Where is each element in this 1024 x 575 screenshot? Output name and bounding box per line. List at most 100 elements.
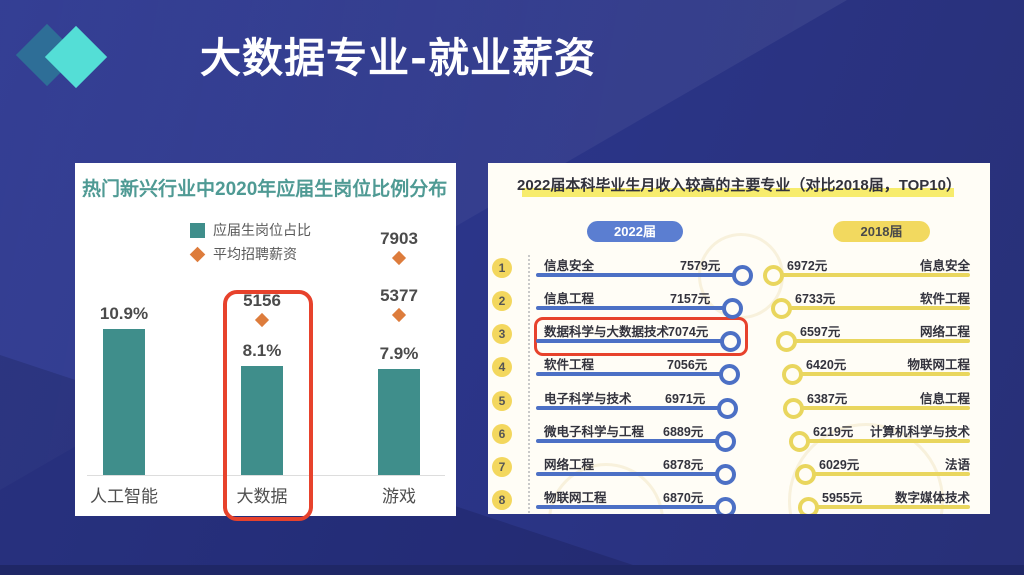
bar-2022 bbox=[536, 273, 742, 277]
bottom-strip bbox=[0, 565, 1024, 575]
major-label-2018: 信息工程 bbox=[919, 392, 970, 406]
legend-row-bars: 应届生岗位占比 bbox=[190, 218, 311, 242]
major-label-2022: 微电子科学与工程 bbox=[544, 425, 645, 439]
category-label: 游戏 bbox=[382, 487, 416, 506]
rank-badge: 7 bbox=[492, 457, 512, 477]
rank-badge: 3 bbox=[492, 324, 512, 344]
bar-endcap-2018-icon bbox=[776, 331, 797, 352]
page-title: 大数据专业-就业薪资 bbox=[200, 34, 597, 82]
value-label-2022: 6971元 bbox=[665, 392, 706, 406]
major-label-2022: 信息安全 bbox=[544, 259, 595, 273]
major-label-2022: 信息工程 bbox=[544, 292, 595, 306]
left-chart-legend: 应届生岗位占比 平均招聘薪资 bbox=[189, 218, 311, 266]
bar-endcap-2022-icon bbox=[720, 331, 741, 352]
salary-diamond-icon bbox=[391, 307, 407, 323]
category-label: 人工智能 bbox=[90, 487, 158, 506]
value-label-2018: 6597元 bbox=[800, 325, 841, 339]
value-label-2018: 6219元 bbox=[813, 425, 854, 439]
major-label-2022: 网络工程 bbox=[544, 458, 595, 472]
bar-endcap-2022-icon bbox=[717, 398, 738, 419]
legend-bar-label: 应届生岗位占比 bbox=[213, 222, 311, 238]
salary-label: 7903 bbox=[380, 229, 418, 248]
major-label-2018: 计算机科学与技术 bbox=[869, 425, 970, 439]
rank-badge: 6 bbox=[492, 424, 512, 444]
group-pill-2022: 2022届 bbox=[587, 221, 683, 242]
major-label-2018: 法语 bbox=[944, 458, 970, 472]
major-label-2018: 信息安全 bbox=[919, 259, 970, 273]
bar-endcap-2018-icon bbox=[795, 464, 816, 485]
value-label-2018: 6972元 bbox=[787, 259, 828, 273]
value-label-2022: 7579元 bbox=[680, 259, 721, 273]
bar-游戏 bbox=[378, 369, 420, 475]
category-label: 大数据 bbox=[236, 487, 288, 506]
rank-badge: 8 bbox=[492, 490, 512, 510]
bar-endcap-2022-icon bbox=[722, 298, 743, 319]
value-label-2018: 6387元 bbox=[807, 392, 848, 406]
legend-row-marker: 平均招聘薪资 bbox=[189, 242, 311, 266]
bar-2018 bbox=[786, 339, 970, 343]
title-highlight-underline bbox=[522, 188, 954, 197]
salary-diamond-icon bbox=[391, 250, 407, 266]
rank-badge: 5 bbox=[492, 391, 512, 411]
bar-endcap-2018-icon bbox=[782, 364, 803, 385]
bar-endcap-2022-icon bbox=[719, 364, 740, 385]
value-label-2018: 5955元 bbox=[822, 491, 863, 505]
major-label-2022: 数据科学与大数据技术 bbox=[544, 325, 670, 339]
bar-2018 bbox=[792, 372, 970, 376]
bar-人工智能 bbox=[103, 329, 145, 475]
bar-2022 bbox=[536, 505, 725, 509]
bar-2022 bbox=[536, 472, 725, 476]
percent-label: 8.1% bbox=[242, 341, 282, 360]
major-label-2022: 物联网工程 bbox=[544, 491, 607, 505]
bar-endcap-2018-icon bbox=[763, 265, 784, 286]
right-chart-title: 2022届本科毕业生月收入较高的主要专业（对比2018届，TOP10） bbox=[517, 177, 961, 194]
bar-endcap-2022-icon bbox=[715, 497, 736, 514]
left-chart-panel: 热门新兴行业中2020年应届生岗位比例分布 应届生岗位占比 平均招聘薪资 10.… bbox=[75, 163, 456, 521]
bar-2022 bbox=[536, 439, 725, 443]
bar-2018 bbox=[793, 406, 970, 410]
value-label-2022: 6870元 bbox=[663, 491, 704, 505]
bar-大数据 bbox=[241, 366, 283, 475]
major-label-2018: 软件工程 bbox=[919, 292, 970, 306]
major-label-2018: 物联网工程 bbox=[907, 358, 970, 372]
highlight-box-bigdata bbox=[223, 290, 313, 521]
value-label-2018: 6029元 bbox=[819, 458, 860, 472]
left-chart-title: 热门新兴行业中2020年应届生岗位比例分布 bbox=[82, 179, 448, 200]
bar-endcap-2018-icon bbox=[783, 398, 804, 419]
percent-label: 10.9% bbox=[99, 304, 149, 323]
bar-2022 bbox=[536, 339, 730, 343]
salary-label: 5156 bbox=[243, 291, 281, 310]
value-label-2022: 6889元 bbox=[663, 425, 704, 439]
bar-swatch-icon bbox=[190, 222, 205, 238]
major-label-2018: 数字媒体技术 bbox=[894, 491, 970, 505]
legend-marker-label: 平均招聘薪资 bbox=[213, 246, 297, 262]
x-axis-line bbox=[87, 475, 445, 476]
bar-2018 bbox=[773, 273, 970, 277]
bar-2022 bbox=[536, 406, 727, 410]
value-label-2022: 6878元 bbox=[663, 458, 704, 472]
value-label-2018: 6733元 bbox=[795, 292, 836, 306]
dotted-separator bbox=[528, 255, 530, 514]
bar-endcap-2022-icon bbox=[732, 265, 753, 286]
salary-label: 5377 bbox=[380, 286, 418, 305]
value-label-2022: 7056元 bbox=[667, 358, 708, 372]
bar-endcap-2018-icon bbox=[789, 431, 810, 452]
major-label-2022: 软件工程 bbox=[544, 358, 595, 372]
percent-label: 7.9% bbox=[379, 344, 419, 363]
group-pill-2018: 2018届 bbox=[833, 221, 930, 242]
bar-2022 bbox=[536, 306, 732, 310]
highlight-box-datascience bbox=[534, 317, 748, 356]
bar-2018 bbox=[781, 306, 970, 310]
bar-2018 bbox=[805, 472, 970, 476]
diamond-swatch-icon bbox=[189, 246, 206, 262]
bar-2018 bbox=[799, 439, 970, 443]
bar-endcap-2018-icon bbox=[771, 298, 792, 319]
rank-badge: 1 bbox=[492, 258, 512, 278]
major-label-2022: 电子科学与技术 bbox=[544, 392, 632, 406]
bar-endcap-2022-icon bbox=[715, 464, 736, 485]
value-label-2022: 7074元 bbox=[668, 325, 709, 339]
right-chart-panel: 2022届本科毕业生月收入较高的主要专业（对比2018届，TOP10） 2022… bbox=[488, 163, 990, 514]
bar-2022 bbox=[536, 372, 729, 376]
rank-badge: 4 bbox=[492, 357, 512, 377]
